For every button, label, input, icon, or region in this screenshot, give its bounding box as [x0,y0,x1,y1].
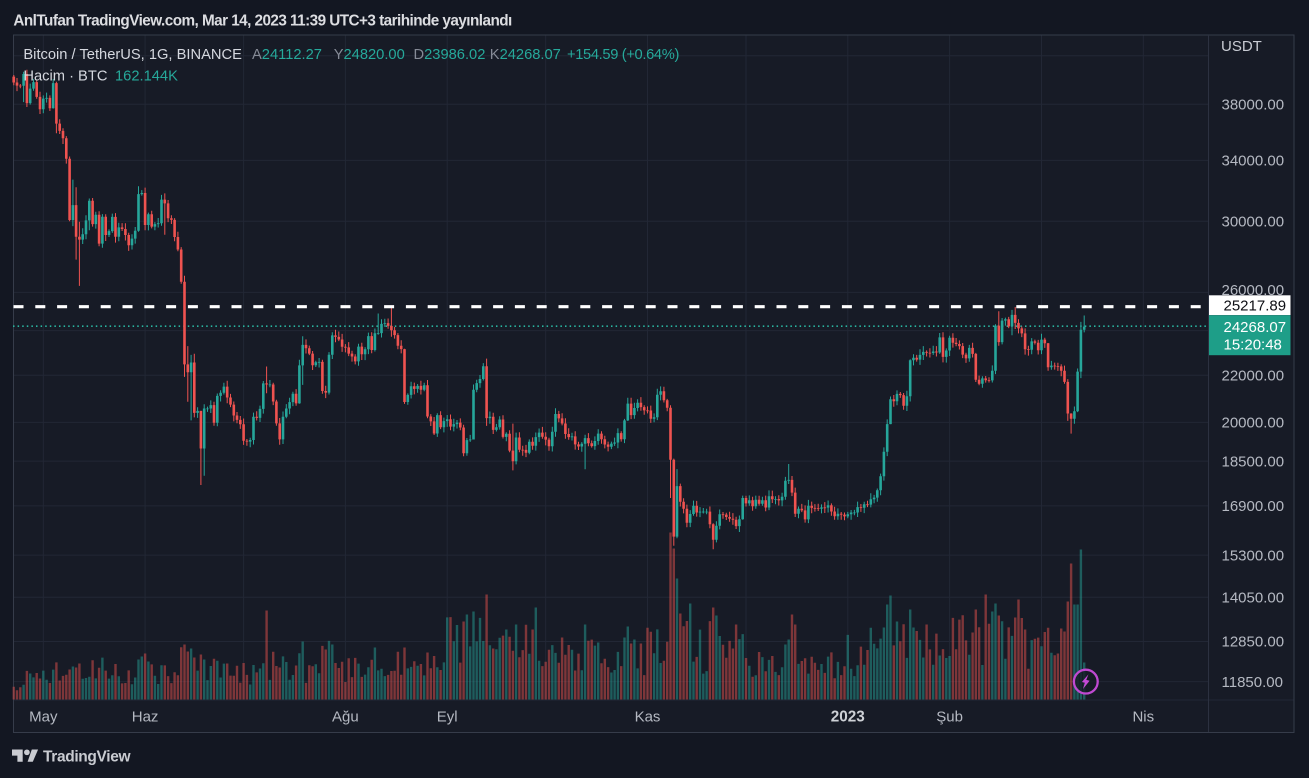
svg-text:Hacim · BTC: Hacim · BTC [23,69,107,85]
svg-text:May: May [29,709,58,726]
svg-text:Nis: Nis [1132,709,1154,726]
svg-text:15:20:48: 15:20:48 [1224,337,1282,354]
svg-text:USDT: USDT [1221,38,1262,55]
svg-text:Bitcoin / TetherUS, 1G, BINANC: Bitcoin / TetherUS, 1G, BINANCE [23,47,242,63]
svg-text:Eyl: Eyl [437,709,458,726]
svg-text:14050.00: 14050.00 [1222,590,1285,607]
svg-text:26000.00: 26000.00 [1222,282,1285,299]
svg-text:20000.00: 20000.00 [1222,415,1285,432]
svg-text:30000.00: 30000.00 [1222,213,1285,230]
svg-text:Haz: Haz [132,709,159,726]
svg-text:16900.00: 16900.00 [1222,498,1285,515]
svg-text:38000.00: 38000.00 [1222,96,1285,113]
svg-text:162.144K: 162.144K [115,69,178,85]
svg-text:Şub: Şub [936,709,963,726]
svg-text:Kas: Kas [635,709,661,726]
svg-text:34000.00: 34000.00 [1222,153,1285,170]
svg-text:Ağu: Ağu [332,709,359,726]
svg-text:22000.00: 22000.00 [1222,367,1285,384]
svg-text:AnlTufan TradingView.com, Mar: AnlTufan TradingView.com, Mar 14, 2023 1… [13,13,512,30]
svg-text:15300.00: 15300.00 [1222,547,1285,564]
svg-text:2023: 2023 [831,709,865,726]
svg-text:25217.89: 25217.89 [1224,298,1287,315]
svg-text:24268.07: 24268.07 [1224,319,1287,336]
svg-text:12850.00: 12850.00 [1222,634,1285,651]
svg-text:11850.00: 11850.00 [1222,674,1283,691]
svg-text:18500.00: 18500.00 [1222,453,1285,470]
svg-text:TradingView: TradingView [43,749,131,766]
